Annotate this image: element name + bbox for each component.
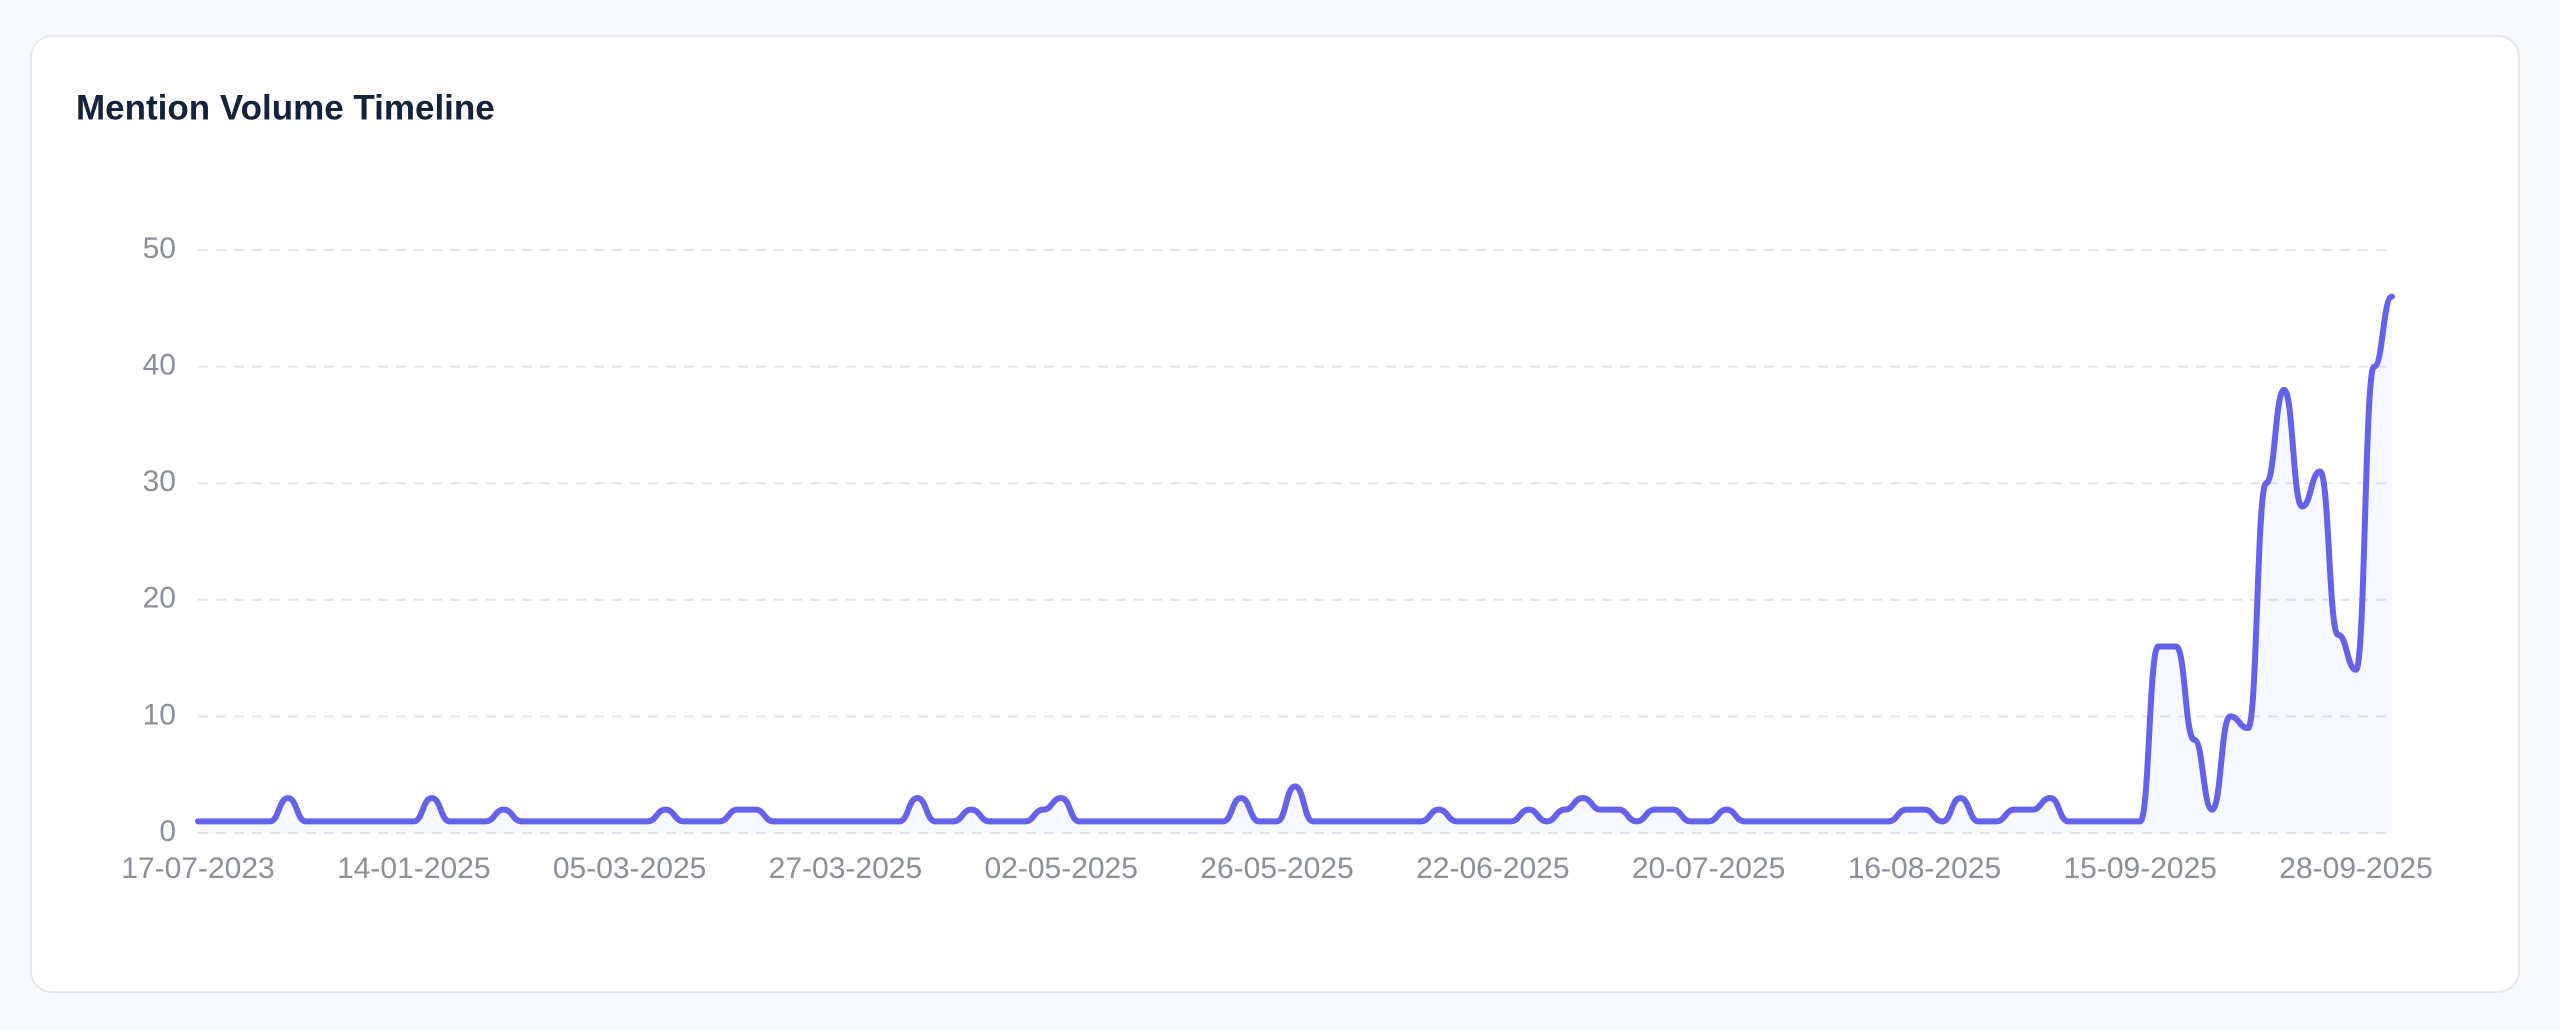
line xyxy=(195,293,2395,825)
x-tick-label: 28-09-2025 xyxy=(2279,852,2432,885)
x-tick-label: 14-01-2025 xyxy=(337,852,490,885)
x-tick-label: 17-07-2023 xyxy=(121,852,274,885)
area xyxy=(198,296,2392,833)
y-tick-label: 30 xyxy=(143,465,176,498)
card xyxy=(30,35,2520,993)
y-tick-label: 50 xyxy=(143,232,176,265)
x-tick-label: 05-03-2025 xyxy=(553,852,706,885)
x-tick-label: 20-07-2025 xyxy=(1632,852,1785,885)
x-tick-label: 02-05-2025 xyxy=(984,852,1137,885)
y-tick-label: 0 xyxy=(159,815,176,848)
y-tick-label: 40 xyxy=(143,349,176,382)
x-tick-label: 27-03-2025 xyxy=(769,852,922,885)
x-tick-label: 22-06-2025 xyxy=(1416,852,1569,885)
y-tick-label: 20 xyxy=(143,582,176,615)
x-tick-label: 26-05-2025 xyxy=(1200,852,1353,885)
chart-title: Mention Volume Timeline xyxy=(76,88,495,127)
x-tick-label: 15-09-2025 xyxy=(2063,852,2216,885)
x-tick-label: 16-08-2025 xyxy=(1848,852,2001,885)
y-tick-label: 10 xyxy=(143,698,176,731)
